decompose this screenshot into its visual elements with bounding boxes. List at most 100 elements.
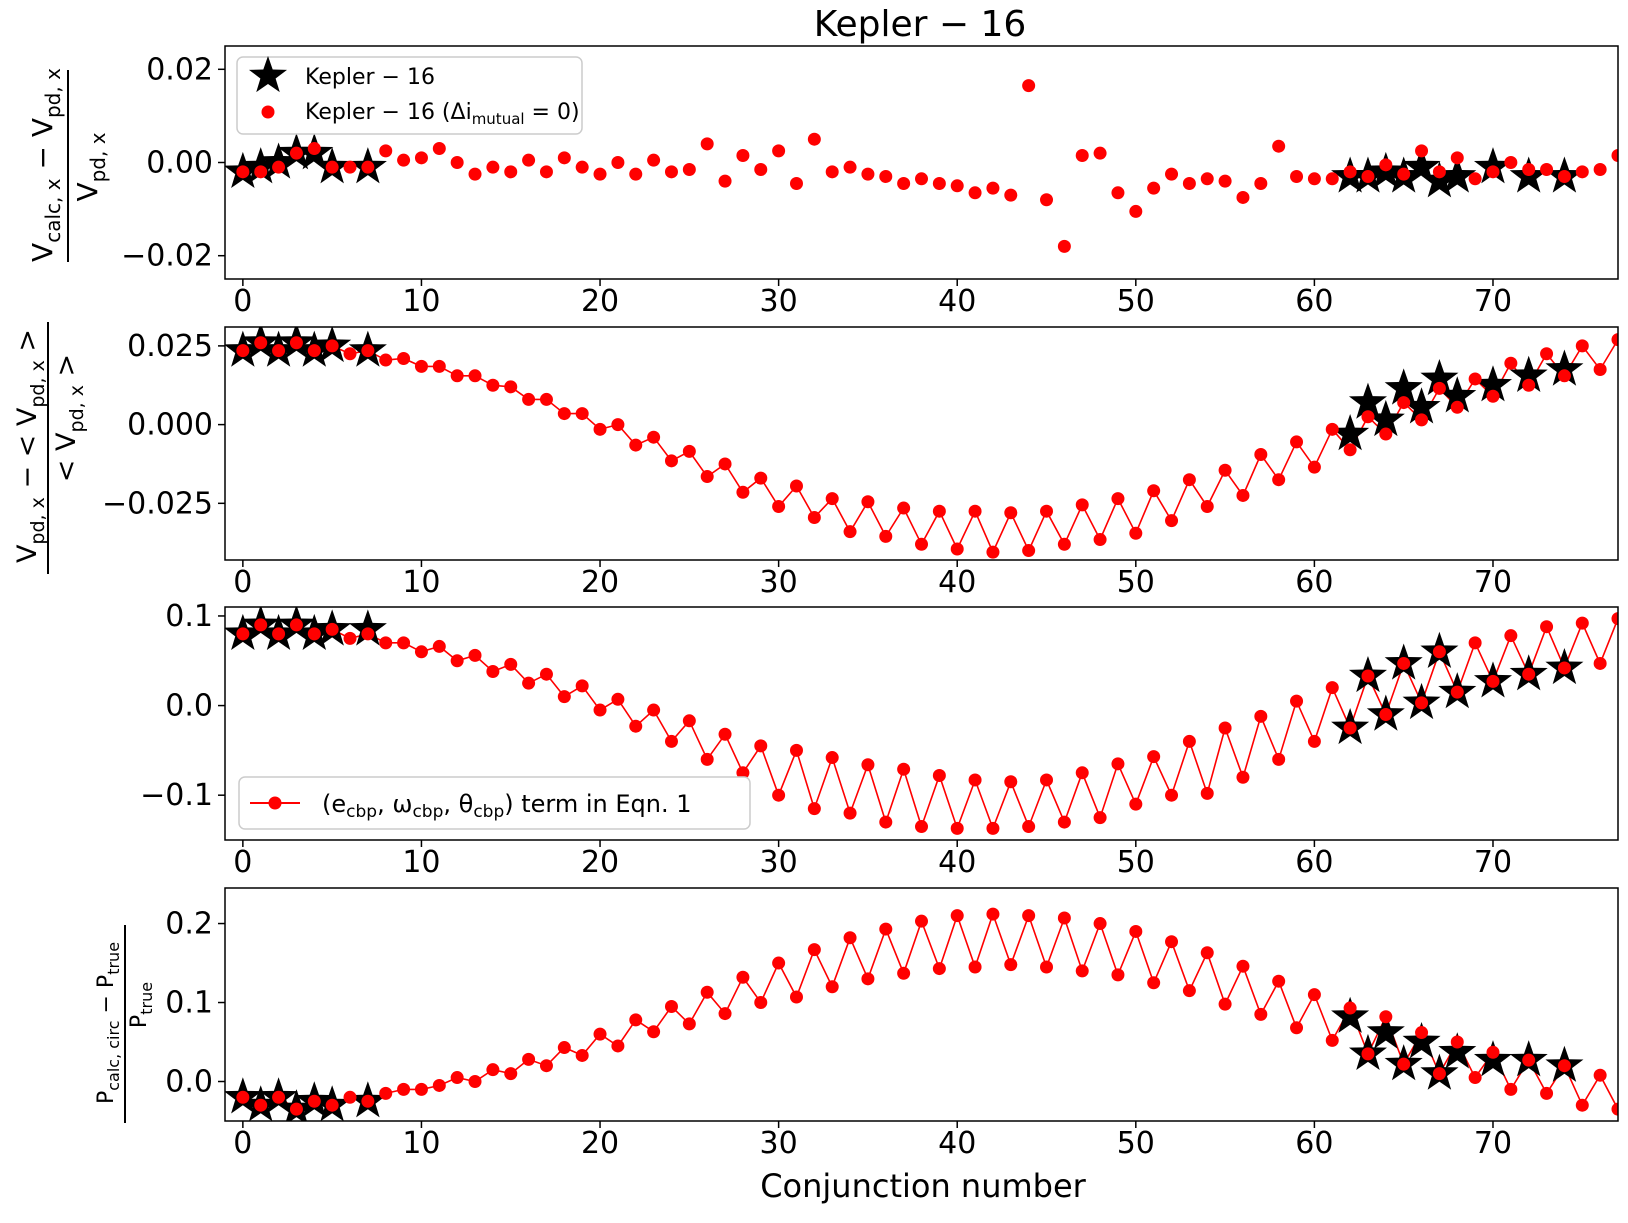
data-point: [1040, 193, 1054, 207]
data-point: [1004, 188, 1018, 202]
data-point: [629, 719, 643, 733]
data-point: [1254, 709, 1268, 723]
data-point: [1593, 656, 1607, 670]
data-point: [1004, 775, 1018, 789]
star-marker: [1366, 1012, 1405, 1049]
data-point: [1057, 239, 1071, 253]
data-point: [1522, 667, 1536, 681]
panel-4-data: [225, 907, 1618, 1121]
data-point: [1540, 162, 1554, 176]
data-point: [1504, 156, 1518, 169]
data-point: [1415, 1026, 1429, 1040]
data-point: [504, 657, 518, 671]
data-point: [486, 665, 500, 679]
data-point: [825, 492, 839, 506]
panel-1-data: [225, 79, 1618, 253]
data-point: [1432, 645, 1446, 659]
data-point: [968, 504, 982, 518]
data-point: [575, 407, 589, 421]
data-point: [1236, 770, 1250, 784]
data-point: [1397, 1057, 1411, 1071]
star-marker: [1331, 414, 1370, 451]
data-point: [1325, 172, 1339, 186]
data-point: [1165, 788, 1179, 802]
panel-2-ylabel-denominator: < Vpd, x >: [51, 354, 88, 482]
panel-2: 0 10 20 30 40 50 60 70 0.025 0.000 −0.025 Vpd, x −…: [12, 322, 1619, 600]
data-point: [1361, 410, 1375, 424]
x-tick-label: 20: [581, 565, 619, 600]
data-point: [468, 1075, 482, 1089]
data-point: [1129, 204, 1143, 218]
data-point: [1575, 616, 1589, 630]
x-tick-label: 10: [402, 1126, 440, 1161]
data-point: [1611, 149, 1618, 163]
data-point: [272, 627, 286, 641]
data-point: [879, 529, 893, 543]
data-point: [1504, 1082, 1518, 1096]
data-point: [879, 815, 893, 829]
data-point: [807, 510, 821, 524]
data-point: [1218, 174, 1232, 188]
data-point: [1218, 721, 1232, 735]
data-point: [772, 144, 786, 158]
x-tick-label: 60: [1295, 565, 1333, 600]
data-point: [736, 149, 750, 163]
data-point: [272, 160, 286, 174]
x-tick-label: 0: [233, 284, 252, 319]
x-tick-label: 50: [1117, 845, 1155, 880]
data-point: [272, 344, 286, 358]
data-point: [1075, 766, 1089, 780]
data-point: [736, 970, 750, 984]
panel-4-ylabel-numerator: Pcalc, circ − Ptrue: [94, 942, 123, 1104]
legend-dot-marker: [261, 105, 275, 119]
x-axis-label: Conjunction number: [760, 1167, 1086, 1205]
data-point: [664, 734, 678, 748]
data-point: [1272, 473, 1286, 487]
data-point: [236, 1090, 250, 1104]
panel-3-legend: (ecbp, ωcbp, θcbp) term in Eqn. 1: [238, 776, 751, 830]
data-point: [1486, 674, 1500, 688]
data-point: [593, 1027, 607, 1041]
data-point: [432, 359, 446, 373]
data-point: [1093, 811, 1107, 825]
x-tick-label: 70: [1474, 845, 1512, 880]
star-marker: [1473, 147, 1513, 184]
data-point: [1468, 636, 1482, 650]
data-point: [1557, 1059, 1571, 1073]
data-point: [432, 142, 446, 156]
data-point: [593, 703, 607, 717]
data-point: [325, 160, 339, 174]
data-point: [307, 344, 321, 358]
y-tick-label: −0.1: [140, 778, 213, 813]
data-point: [1182, 984, 1196, 998]
data-point: [343, 1090, 357, 1104]
y-tick-label: 0.02: [146, 52, 213, 87]
data-point: [539, 1059, 553, 1073]
data-point: [718, 1007, 732, 1021]
data-point: [664, 165, 678, 179]
data-point: [1557, 169, 1571, 183]
x-tick-label: 60: [1295, 284, 1333, 319]
x-tick-label: 40: [938, 565, 976, 600]
data-point: [307, 627, 321, 641]
data-point: [1397, 656, 1411, 670]
x-tick-label: 40: [938, 845, 976, 880]
data-point: [1343, 443, 1357, 457]
data-point: [1057, 815, 1071, 829]
data-point: [432, 1078, 446, 1092]
data-point: [1075, 964, 1089, 978]
data-point: [1290, 435, 1304, 449]
data-point: [700, 137, 714, 151]
data-point: [414, 1082, 428, 1096]
data-point: [254, 1098, 268, 1112]
data-point: [1040, 504, 1054, 518]
data-point: [343, 347, 357, 361]
data-point: [1236, 959, 1250, 973]
data-point: [1379, 427, 1393, 441]
data-point: [397, 1082, 411, 1096]
data-point: [789, 176, 803, 190]
data-point: [539, 667, 553, 681]
data-point: [772, 499, 786, 513]
data-point: [1361, 1047, 1375, 1061]
data-point: [1111, 186, 1125, 200]
